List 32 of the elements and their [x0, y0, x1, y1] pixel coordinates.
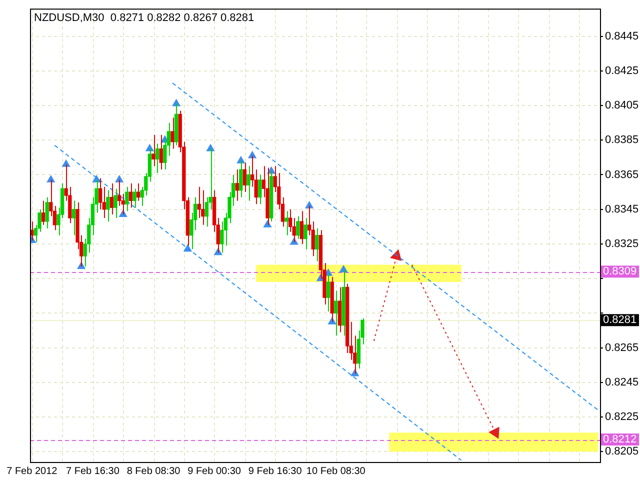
y-tick-label: 0.8265 — [605, 342, 639, 354]
ref-line-label: 0.8281 — [603, 314, 637, 326]
candlestick — [284, 210, 288, 236]
x-tick-label: 8 Feb 08:30 — [126, 466, 181, 477]
ref-line-label: 0.8212 — [603, 434, 637, 446]
x-tick-label: 9 Feb 16:30 — [248, 466, 302, 477]
y-tick-label: 0.8405 — [605, 100, 639, 112]
y-tick-label: 0.8425 — [605, 64, 639, 77]
point — [46, 175, 55, 182]
point — [340, 265, 348, 272]
x-tick-label: 9 Feb 00:30 — [188, 466, 242, 477]
chart-title: NZDUSD,M30 0.8271 0.8282 0.8267 0.8281 — [34, 12, 254, 24]
y-tick-label: 0.8245 — [605, 376, 639, 388]
ref-line-label: 0.8309 — [603, 266, 637, 278]
x-tick-label: 7 Feb 16:30 — [66, 466, 120, 477]
point — [236, 156, 245, 164]
y-tick-label: 0.8225 — [605, 411, 639, 424]
y-tick-label: 0.8345 — [605, 203, 639, 216]
y-tick-label: 0.8205 — [605, 446, 639, 458]
y-tick-label: 0.8445 — [605, 30, 639, 42]
x-tick-label: 7 Feb 2012 — [6, 466, 58, 477]
point — [172, 99, 180, 106]
point — [248, 151, 256, 158]
point — [62, 160, 70, 167]
point — [115, 175, 124, 182]
point — [305, 201, 314, 208]
point — [206, 144, 214, 152]
point — [146, 144, 154, 152]
x-tick-label: 10 Feb 08:30 — [306, 466, 366, 477]
y-tick-label: 0.8385 — [605, 134, 639, 146]
y-tick-label: 0.8365 — [605, 168, 639, 181]
y-tick-label: 0.8325 — [605, 238, 639, 250]
